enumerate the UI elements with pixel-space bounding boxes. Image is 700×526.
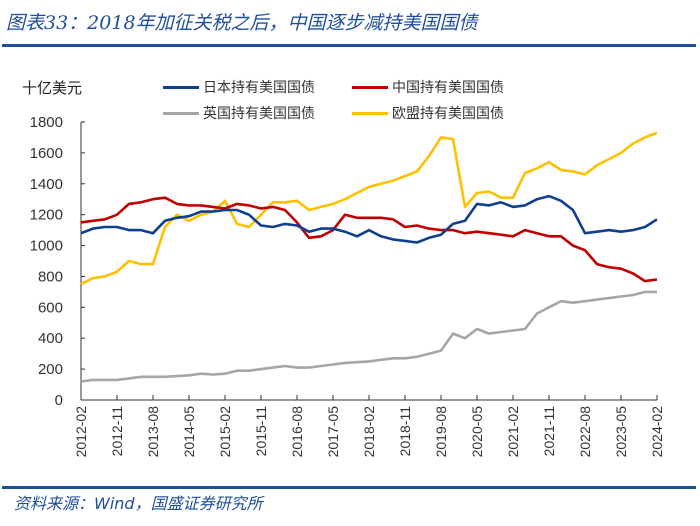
y-tick-label: 400 [38, 330, 63, 347]
legend-swatch [352, 111, 388, 115]
x-tick-label: 2018-02 [361, 406, 377, 458]
x-tick-label: 2016-08 [289, 406, 305, 458]
legend-label: 中国持有美国国债 [392, 80, 504, 96]
legend-item-uk: 英国持有美国国债 [163, 103, 315, 123]
legend-label: 日本持有美国国债 [203, 80, 315, 96]
x-tick-label: 2015-02 [217, 406, 233, 458]
legend-item-eu: 欧盟持有美国国债 [352, 103, 504, 123]
y-tick-label: 1000 [30, 238, 63, 255]
footer-divider [2, 486, 696, 489]
x-tick-label: 2012-02 [73, 406, 89, 458]
legend-swatch [163, 85, 199, 89]
x-tick-label: 2012-11 [109, 406, 125, 457]
legend-swatch [352, 85, 388, 89]
legend-swatch [163, 111, 199, 115]
x-tick-label: 2019-08 [433, 406, 449, 458]
y-tick-label: 1200 [30, 207, 63, 224]
x-tick-label: 2021-02 [505, 406, 521, 458]
title-divider [2, 44, 696, 47]
x-tick-label: 2023-05 [613, 406, 629, 458]
x-tick-label: 2018-11 [397, 406, 413, 457]
x-tick-label: 2022-08 [577, 406, 593, 458]
y-axis-unit-label: 十亿美元 [22, 79, 83, 97]
figure-title: 图表33：2018年加征关税之后，中国逐步减持美国国债 [6, 12, 478, 34]
source-note: 资料来源：Wind，国盛证券研究所 [14, 494, 263, 513]
series-line-uk [80, 290, 657, 383]
x-tick-label: 2015-11 [253, 406, 269, 457]
y-tick-label: 0 [55, 392, 63, 409]
x-tick-label: 2014-05 [181, 406, 197, 458]
x-tick-label: 2021-11 [541, 406, 557, 457]
legend-item-japan: 日本持有美国国债 [163, 77, 315, 97]
x-tick-label: 2013-08 [145, 406, 161, 458]
legend-label: 欧盟持有美国国债 [392, 106, 504, 122]
y-tick-label: 1400 [30, 176, 63, 193]
legend-item-china: 中国持有美国国债 [352, 77, 504, 97]
y-tick-label: 1600 [30, 145, 63, 162]
x-tick-label: 2024-02 [649, 406, 665, 458]
series-line-china [80, 196, 658, 283]
y-tick-label: 800 [38, 268, 63, 285]
legend-label: 英国持有美国国债 [203, 106, 315, 122]
x-tick-label: 2020-05 [469, 406, 485, 458]
series-line-eu [80, 131, 658, 286]
series-line-japan [80, 194, 658, 244]
y-tick-label: 1800 [30, 114, 63, 131]
y-tick-label: 200 [38, 361, 63, 378]
x-tick-label: 2017-05 [325, 406, 341, 458]
y-tick-label: 600 [38, 299, 63, 316]
